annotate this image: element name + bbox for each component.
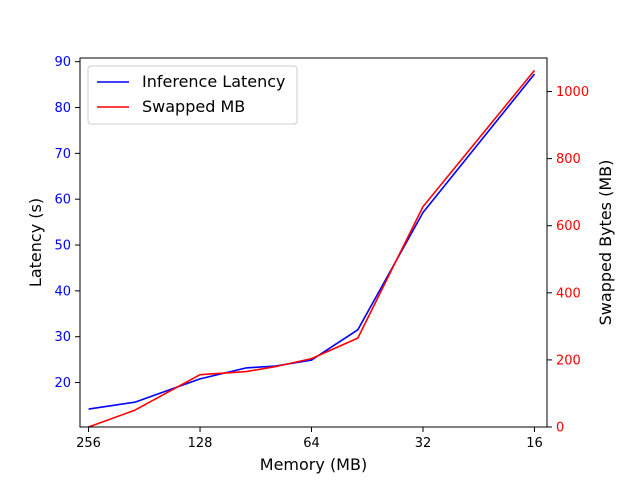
y-right-tick-label: 0 — [556, 421, 564, 436]
y-left-tick-label: 20 — [54, 376, 71, 391]
y-left-tick-label: 30 — [54, 330, 71, 345]
x-tick-label: 16 — [526, 436, 543, 451]
series-line-swapped-mb — [88, 69, 536, 428]
legend-label-swapped: Swapped MB — [142, 97, 245, 116]
x-tick-label: 32 — [415, 436, 432, 451]
y-right-tick-label: 1000 — [556, 85, 589, 100]
x-axis-label: Memory (MB) — [260, 455, 367, 474]
y-left-tick-label: 70 — [54, 147, 71, 162]
y-left-tick-label: 50 — [54, 239, 71, 254]
x-tick-label: 256 — [76, 436, 101, 451]
y-left-tick-label: 80 — [54, 101, 71, 116]
y-left-tick-label: 60 — [54, 193, 71, 208]
series-layer — [88, 69, 536, 428]
y-left-tick-label: 90 — [54, 55, 71, 70]
x-tick-label: 128 — [188, 436, 213, 451]
y-right-tick-label: 200 — [556, 353, 581, 368]
plot-frame — [79, 57, 548, 428]
y-right-tick-label: 400 — [556, 286, 581, 301]
y-left-tick-label: 40 — [54, 284, 71, 299]
y-right-tick-label: 600 — [556, 219, 581, 234]
legend-box — [87, 65, 298, 125]
legend-label-latency: Inference Latency — [142, 72, 286, 91]
x-tick-label: 64 — [303, 436, 320, 451]
y-right-tick-label: 800 — [556, 152, 581, 167]
y-left-axis-label: Latency (s) — [26, 198, 45, 287]
y-right-axis-label: Swapped Bytes (MB) — [596, 160, 615, 326]
axes-layer: 256 128 64 32 16 20 30 40 50 60 70 80 90 0 200 400 600 80… — [54, 55, 589, 451]
legend: Inference Latency Swapped MB — [87, 65, 298, 125]
